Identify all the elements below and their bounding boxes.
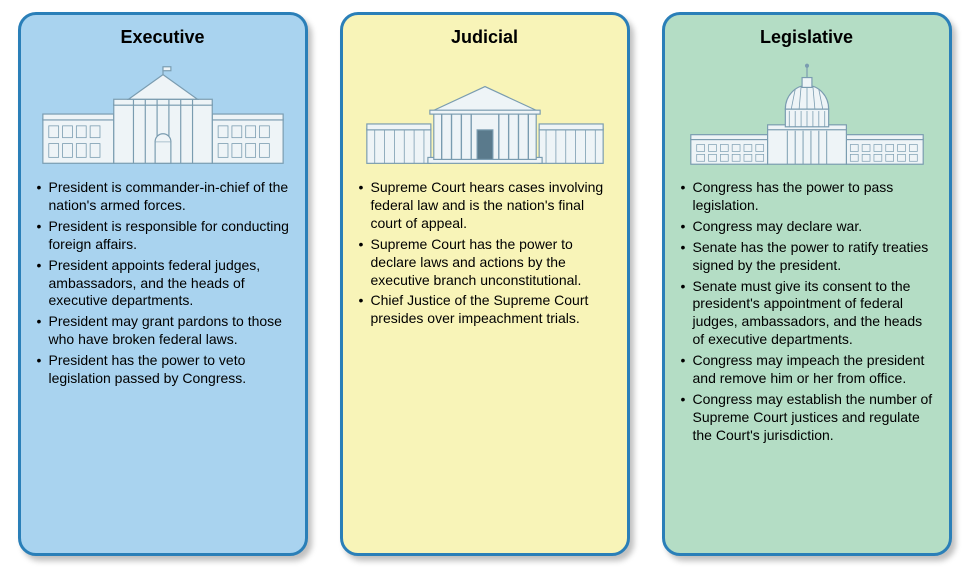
list-item: Supreme Court has the power to declare l… (359, 236, 613, 290)
card-legislative: Legislative (662, 12, 952, 556)
capitol-icon (679, 54, 935, 169)
card-title-judicial: Judicial (357, 27, 613, 48)
supreme-court-icon (357, 54, 613, 169)
list-item: Congress may impeach the president and r… (681, 352, 935, 388)
list-item: Congress may declare war. (681, 218, 935, 236)
list-item: Chief Justice of the Supreme Court presi… (359, 292, 613, 328)
list-item: Senate must give its consent to the pres… (681, 278, 935, 350)
points-legislative: Congress has the power to pass legislati… (679, 179, 935, 448)
card-executive: Executive (18, 12, 308, 556)
list-item: Supreme Court hears cases involving fede… (359, 179, 613, 233)
list-item: Congress has the power to pass legislati… (681, 179, 935, 215)
list-item: Congress may establish the number of Sup… (681, 391, 935, 445)
points-executive: President is commander-in-chief of the n… (35, 179, 291, 391)
list-item: Senate has the power to ratify treaties … (681, 239, 935, 275)
list-item: President is commander-in-chief of the n… (37, 179, 291, 215)
list-item: President appoints federal judges, ambas… (37, 257, 291, 311)
white-house-icon (35, 54, 291, 169)
card-title-legislative: Legislative (679, 27, 935, 48)
card-title-executive: Executive (35, 27, 291, 48)
card-judicial: Judicial (340, 12, 630, 556)
list-item: President may grant pardons to those who… (37, 313, 291, 349)
list-item: President has the power to veto legislat… (37, 352, 291, 388)
list-item: President is responsible for conducting … (37, 218, 291, 254)
points-judicial: Supreme Court hears cases involving fede… (357, 179, 613, 331)
